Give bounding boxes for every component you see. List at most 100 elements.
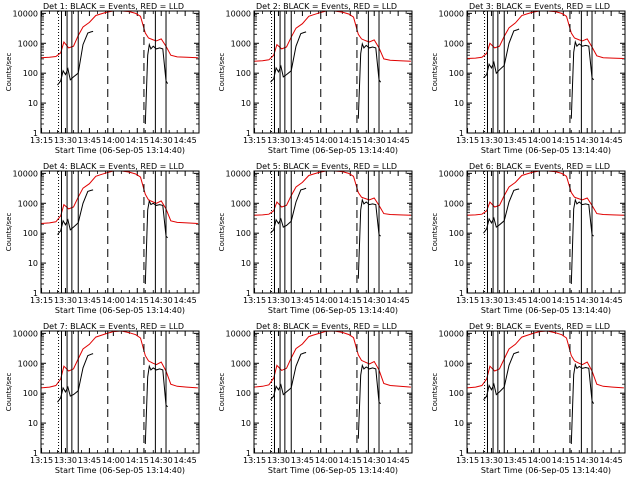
- x-tick-label: 14:00: [102, 456, 125, 465]
- y-tick-label: 1: [33, 449, 38, 458]
- y-tick-label: 100: [449, 69, 464, 78]
- y-tick-label: 100: [23, 69, 38, 78]
- panel-det-8: Det 8: BLACK = Events, RED = LLD Counts/s…: [218, 322, 413, 475]
- y-tick-label: 100: [236, 229, 251, 238]
- lld-series-line: [467, 331, 624, 389]
- y-tick-label: 10: [241, 99, 251, 108]
- x-tick-label: 14:00: [315, 136, 338, 145]
- y-tick-label: 10000: [226, 329, 251, 338]
- x-tick-label: 13:45: [291, 136, 314, 145]
- panel-det-4: Det 4: BLACK = Events, RED = LLD Counts/s…: [5, 162, 200, 315]
- x-tick-label: 14:45: [600, 296, 623, 305]
- y-tick-label: 1000: [444, 39, 464, 48]
- x-tick-label: 13:15: [30, 296, 53, 305]
- x-tick-label: 13:45: [78, 456, 101, 465]
- x-tick-label: 14:00: [315, 456, 338, 465]
- lld-series-line: [41, 171, 198, 224]
- x-tick-label: 14:00: [102, 136, 125, 145]
- y-tick-label: 1: [246, 449, 251, 458]
- y-axis-label: Counts/sec: [218, 213, 226, 252]
- panel-title: Det 8: BLACK = Events, RED = LLD: [256, 322, 397, 331]
- y-tick-label: 1000: [231, 359, 251, 368]
- y-tick-label: 10: [28, 259, 38, 268]
- events-series-line: [144, 199, 168, 285]
- plot-frame: [40, 170, 200, 294]
- plot-frame: [466, 10, 626, 134]
- y-tick-label: 1: [459, 449, 464, 458]
- y-tick-label: 1000: [18, 39, 38, 48]
- x-tick-label: 13:30: [54, 296, 77, 305]
- events-series-line: [144, 364, 168, 445]
- x-axis-label: Start Time (06-Sep-05 13:14:40): [268, 466, 398, 475]
- x-tick-label: 13:15: [30, 136, 53, 145]
- lld-series-line: [467, 11, 624, 59]
- x-tick-label: 14:45: [600, 456, 623, 465]
- y-axis-label: Counts/sec: [431, 213, 439, 252]
- x-tick-label: 13:45: [78, 296, 101, 305]
- x-tick-label: 14:15: [126, 296, 149, 305]
- x-tick-label: 14:15: [552, 136, 575, 145]
- y-tick-label: 1: [459, 289, 464, 298]
- panel-title: Det 5: BLACK = Events, RED = LLD: [256, 162, 397, 171]
- x-tick-label: 14:00: [315, 296, 338, 305]
- y-tick-label: 10: [28, 99, 38, 108]
- x-tick-label: 13:30: [480, 136, 503, 145]
- x-tick-label: 14:00: [528, 136, 551, 145]
- plot-frame: [466, 170, 626, 294]
- y-tick-label: 1: [459, 129, 464, 138]
- y-tick-label: 1000: [231, 199, 251, 208]
- y-tick-label: 10: [28, 419, 38, 428]
- x-tick-label: 14:15: [126, 456, 149, 465]
- x-tick-label: 13:15: [243, 136, 266, 145]
- x-axis-label: Start Time (06-Sep-05 13:14:40): [481, 146, 611, 155]
- y-tick-label: 1000: [18, 359, 38, 368]
- y-tick-label: 10000: [226, 9, 251, 18]
- y-tick-label: 1: [246, 129, 251, 138]
- x-tick-label: 13:30: [267, 456, 290, 465]
- y-tick-label: 10000: [439, 169, 464, 178]
- x-tick-label: 14:15: [339, 136, 362, 145]
- events-series-line: [270, 187, 307, 234]
- x-tick-label: 14:15: [126, 136, 149, 145]
- y-axis-label: Counts/sec: [5, 53, 13, 92]
- x-tick-label: 14:00: [528, 456, 551, 465]
- x-tick-label: 14:45: [387, 136, 410, 145]
- y-tick-label: 1: [246, 289, 251, 298]
- x-tick-label: 14:30: [150, 296, 173, 305]
- y-tick-label: 10: [241, 259, 251, 268]
- y-tick-label: 1000: [231, 39, 251, 48]
- x-tick-label: 13:15: [456, 136, 479, 145]
- panel-title: Det 7: BLACK = Events, RED = LLD: [43, 322, 184, 331]
- events-series-line: [570, 40, 594, 119]
- y-tick-label: 10: [454, 259, 464, 268]
- events-series-line: [357, 363, 381, 439]
- x-tick-label: 14:45: [174, 456, 197, 465]
- x-tick-label: 14:45: [174, 136, 197, 145]
- x-tick-label: 13:30: [480, 296, 503, 305]
- x-tick-label: 14:45: [174, 296, 197, 305]
- events-series-line: [57, 353, 94, 403]
- x-tick-label: 13:15: [456, 296, 479, 305]
- x-tick-label: 13:15: [30, 456, 53, 465]
- y-axis-label: Counts/sec: [218, 53, 226, 92]
- events-series-line: [570, 362, 595, 445]
- y-tick-label: 10000: [13, 169, 38, 178]
- x-tick-label: 13:15: [243, 456, 266, 465]
- x-tick-label: 13:45: [291, 456, 314, 465]
- x-tick-label: 14:30: [363, 296, 386, 305]
- y-tick-label: 1000: [18, 199, 38, 208]
- x-axis-label: Start Time (06-Sep-05 13:14:40): [268, 146, 398, 155]
- events-series-line: [483, 188, 520, 234]
- y-tick-label: 10000: [226, 169, 251, 178]
- x-tick-label: 14:30: [576, 136, 599, 145]
- events-series-line: [57, 189, 94, 235]
- x-tick-label: 13:30: [267, 296, 290, 305]
- y-tick-label: 10: [241, 419, 251, 428]
- plot-frame: [253, 10, 413, 134]
- y-tick-label: 100: [23, 229, 38, 238]
- y-tick-label: 10: [454, 419, 464, 428]
- x-tick-label: 13:15: [243, 296, 266, 305]
- events-series-line: [357, 42, 382, 119]
- plot-frame: [466, 330, 626, 454]
